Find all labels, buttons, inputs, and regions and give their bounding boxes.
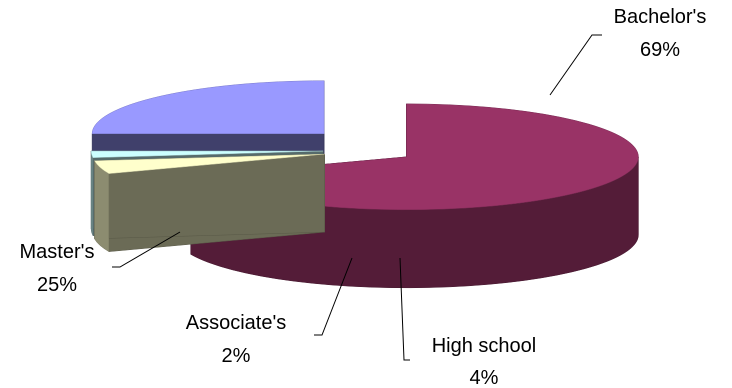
masters-value: 25% bbox=[37, 274, 77, 296]
masters-label: Master's bbox=[20, 241, 95, 263]
high-school-label: High school bbox=[432, 335, 537, 357]
bachelors-leader-line bbox=[549, 34, 602, 96]
bachelors-value: 69% bbox=[640, 39, 680, 61]
high-school-slice bbox=[94, 153, 325, 253]
associates-label: Associate's bbox=[186, 312, 287, 334]
high-school-value: 4% bbox=[470, 367, 499, 388]
associates-value: 2% bbox=[222, 345, 251, 367]
masters-leader-line bbox=[112, 231, 181, 268]
pie-slices bbox=[90, 80, 639, 289]
bachelors-label: Bachelor's bbox=[614, 6, 707, 28]
high-school-leader-line bbox=[399, 257, 410, 361]
associates-leader-line bbox=[314, 257, 353, 336]
